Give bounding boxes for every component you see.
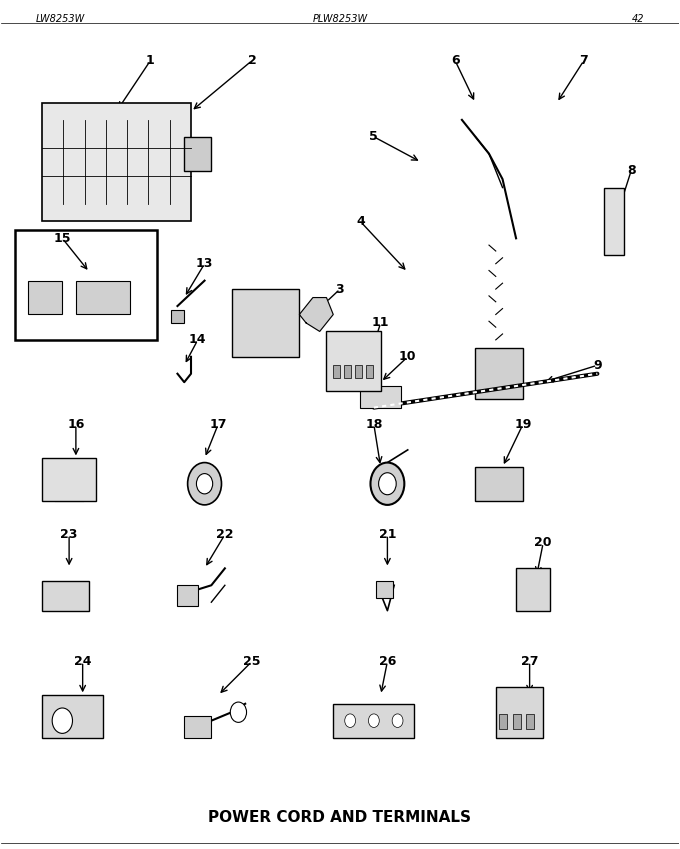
Text: 7: 7 — [579, 54, 588, 67]
Text: 3: 3 — [336, 283, 344, 295]
Text: 23: 23 — [61, 528, 78, 541]
Circle shape — [379, 473, 396, 495]
Bar — [513, 714, 521, 729]
Text: 14: 14 — [189, 334, 207, 346]
FancyBboxPatch shape — [496, 687, 543, 738]
FancyBboxPatch shape — [29, 281, 63, 314]
FancyBboxPatch shape — [15, 230, 157, 340]
FancyBboxPatch shape — [360, 386, 401, 408]
Bar — [355, 365, 362, 378]
Text: 12: 12 — [284, 291, 301, 304]
FancyBboxPatch shape — [333, 704, 415, 738]
Text: 4: 4 — [356, 215, 364, 228]
Circle shape — [231, 702, 247, 722]
FancyBboxPatch shape — [42, 103, 191, 222]
FancyBboxPatch shape — [516, 568, 550, 610]
Text: 11: 11 — [372, 317, 390, 329]
Bar — [526, 714, 534, 729]
Bar — [171, 310, 184, 323]
FancyBboxPatch shape — [42, 695, 103, 738]
FancyBboxPatch shape — [76, 281, 130, 314]
Text: 10: 10 — [399, 351, 416, 363]
Text: 21: 21 — [379, 528, 396, 541]
FancyBboxPatch shape — [232, 290, 299, 357]
Polygon shape — [299, 297, 333, 331]
Circle shape — [345, 714, 356, 728]
Text: 2: 2 — [248, 54, 256, 67]
Text: 42: 42 — [632, 14, 645, 24]
Text: 6: 6 — [451, 54, 460, 67]
Text: 17: 17 — [209, 418, 227, 431]
Text: 15: 15 — [54, 232, 71, 245]
FancyBboxPatch shape — [326, 331, 381, 391]
Bar — [333, 365, 340, 378]
FancyBboxPatch shape — [42, 458, 96, 501]
Text: 27: 27 — [521, 655, 539, 668]
Text: 26: 26 — [379, 655, 396, 668]
Circle shape — [369, 714, 379, 728]
Text: 13: 13 — [196, 257, 214, 270]
Bar — [366, 365, 373, 378]
Text: 24: 24 — [74, 655, 91, 668]
Bar — [344, 365, 351, 378]
Text: 8: 8 — [627, 164, 636, 177]
FancyBboxPatch shape — [604, 188, 624, 256]
FancyBboxPatch shape — [376, 581, 393, 598]
Text: LW8253W: LW8253W — [35, 14, 84, 24]
Text: 22: 22 — [216, 528, 234, 541]
Text: POWER CORD AND TERMINALS: POWER CORD AND TERMINALS — [209, 811, 471, 825]
FancyBboxPatch shape — [177, 585, 198, 606]
FancyBboxPatch shape — [475, 348, 523, 399]
Text: 18: 18 — [365, 418, 383, 431]
Circle shape — [188, 463, 222, 505]
FancyBboxPatch shape — [42, 581, 90, 610]
Bar — [499, 714, 507, 729]
Text: 19: 19 — [514, 418, 532, 431]
FancyBboxPatch shape — [184, 717, 211, 738]
FancyBboxPatch shape — [184, 137, 211, 171]
Circle shape — [371, 463, 405, 505]
Text: 20: 20 — [534, 537, 552, 549]
Text: 5: 5 — [369, 130, 378, 143]
Text: 1: 1 — [146, 54, 155, 67]
Circle shape — [197, 474, 213, 494]
Text: 25: 25 — [243, 655, 260, 668]
FancyBboxPatch shape — [475, 467, 523, 501]
Circle shape — [52, 708, 73, 734]
Circle shape — [392, 714, 403, 728]
Text: 9: 9 — [593, 359, 602, 372]
Text: 16: 16 — [67, 418, 84, 431]
Text: PLW8253W: PLW8253W — [312, 14, 368, 24]
